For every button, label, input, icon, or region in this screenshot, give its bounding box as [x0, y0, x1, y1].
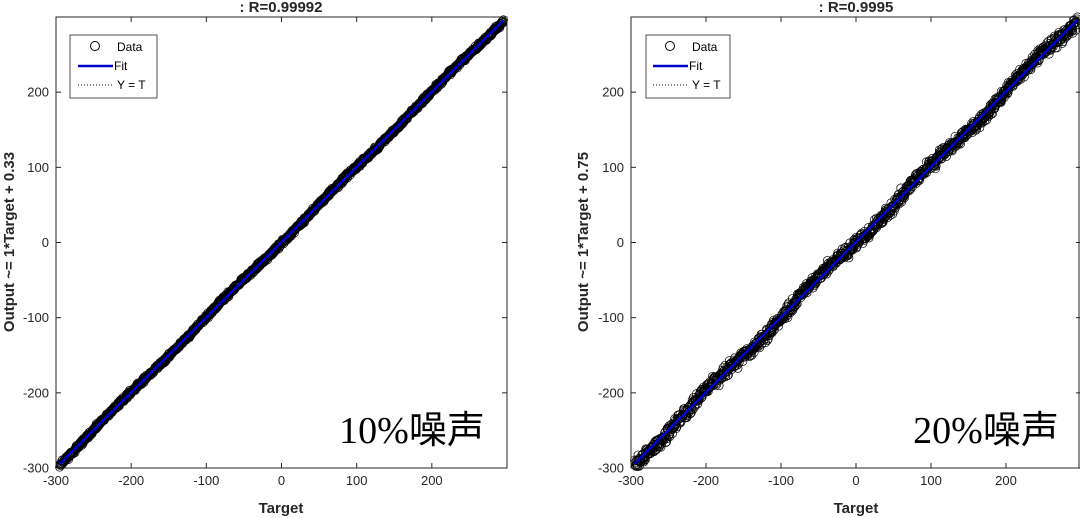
y-tick-label: -200 — [598, 385, 624, 400]
x-tick-label: -100 — [768, 473, 794, 488]
data-point — [676, 413, 686, 423]
x-tick-label: 0 — [278, 473, 285, 488]
data-point — [882, 213, 892, 223]
x-tick-label: 200 — [421, 473, 443, 488]
x-axis-label: Target — [259, 500, 304, 517]
plot-title: : R=0.99992 — [240, 0, 323, 16]
y-tick-label: -300 — [23, 461, 49, 476]
fit-line — [633, 19, 1079, 465]
legend-data-label: Data — [117, 40, 143, 54]
data-point — [498, 15, 508, 25]
legend: Data Fit Y = T — [645, 34, 731, 99]
x-tick-label: -300 — [43, 473, 69, 488]
x-axis-ticks: -300 -200 -100 0 100 200 — [618, 17, 1017, 488]
y-axis-ticks: -300 -200 -100 0 100 200 — [598, 85, 1080, 476]
x-tick-label: 200 — [995, 473, 1017, 488]
y-axis-label: Output ~= 1*Target + 0.75 — [575, 152, 592, 332]
x-tick-label: -200 — [693, 473, 719, 488]
legend-identity-label: Y = T — [692, 78, 721, 92]
legend-data-marker — [665, 41, 675, 51]
x-tick-label: 100 — [346, 473, 368, 488]
data-point — [844, 253, 854, 263]
data-point — [864, 233, 874, 243]
noise-annotation: 10%噪声 — [339, 410, 485, 452]
x-axis-label: Target — [834, 500, 879, 517]
data-point — [694, 395, 704, 405]
left-regression-plot: : R=0.99992 -300 -200 -100 0 100 200 -300 -200… — [1, 0, 508, 517]
y-tick-label: 200 — [27, 85, 49, 100]
y-tick-label: 100 — [27, 160, 49, 175]
data-point — [714, 381, 724, 391]
data-point — [671, 423, 681, 433]
data-point — [1072, 14, 1080, 24]
data-point — [1029, 57, 1040, 67]
data-point — [975, 123, 985, 133]
plot-title: : R=0.9995 — [819, 0, 894, 16]
x-tick-label: 0 — [852, 473, 859, 488]
y-tick-label: 0 — [42, 235, 49, 250]
data-point — [987, 109, 997, 119]
y-tick-label: -300 — [598, 461, 624, 476]
legend: Data Fit Y = T — [69, 34, 158, 99]
data-point — [763, 334, 773, 344]
x-axis-ticks: -300 -200 -100 0 100 200 — [43, 17, 443, 488]
x-tick-label: -100 — [193, 473, 219, 488]
data-point — [1071, 17, 1080, 27]
y-tick-label: 200 — [602, 85, 624, 100]
y-tick-label: 100 — [602, 160, 624, 175]
legend-fit-label: Fit — [689, 59, 703, 73]
data-layer — [55, 15, 508, 472]
y-axis-ticks: -300 -200 -100 0 100 200 — [23, 85, 507, 476]
data-point — [1034, 55, 1044, 65]
data-point — [831, 258, 841, 268]
data-point — [851, 243, 861, 253]
legend-fit-label: Fit — [114, 59, 128, 73]
x-tick-label: -200 — [118, 473, 144, 488]
right-regression-plot: : R=0.9995 -300 -200 -100 0 100 200 -300-200-… — [575, 0, 1080, 517]
data-point — [639, 457, 649, 467]
y-tick-label: -100 — [598, 310, 624, 325]
x-tick-label: -300 — [618, 473, 644, 488]
data-point — [790, 298, 800, 308]
x-tick-label: 100 — [920, 473, 942, 488]
y-axis-label: Output ~= 1*Target + 0.33 — [1, 152, 18, 332]
fit-line — [58, 19, 505, 465]
y-tick-label: 0 — [617, 235, 624, 250]
data-point — [773, 321, 783, 331]
y-tick-label: -100 — [23, 310, 49, 325]
legend-data-label: Data — [692, 40, 718, 54]
y-tick-label: -200 — [23, 385, 49, 400]
legend-identity-label: Y = T — [117, 78, 146, 92]
noise-annotation: 20%噪声 — [913, 410, 1059, 452]
legend-data-marker — [90, 41, 100, 51]
